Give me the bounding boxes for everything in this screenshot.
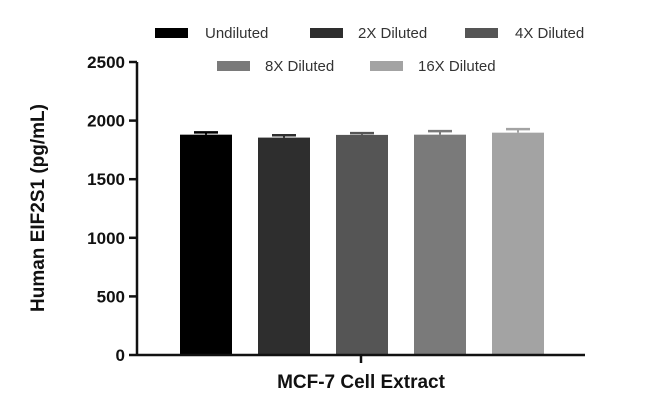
legend-swatch <box>310 28 343 38</box>
legend-swatch <box>155 28 188 38</box>
legend-label: 4X Diluted <box>515 25 584 42</box>
legend-swatch <box>217 61 250 71</box>
y-tick-label: 500 <box>97 287 125 306</box>
x-axis <box>137 353 585 363</box>
legend-swatch <box>465 28 498 38</box>
bar-8x-diluted <box>414 134 466 355</box>
y-tick-label: 1000 <box>87 229 125 248</box>
bars <box>180 127 544 355</box>
legend: Undiluted 2X Diluted 4X Diluted 8X Diluted 1… <box>155 25 584 75</box>
y-tick-label: 0 <box>116 346 125 365</box>
legend-label: 2X Diluted <box>358 25 427 42</box>
x-axis-title: MCF-7 Cell Extract <box>277 372 446 393</box>
legend-label: Undiluted <box>205 25 268 42</box>
legend-label: 8X Diluted <box>265 58 334 75</box>
y-tick-label: 1500 <box>87 170 125 189</box>
bar-16x-diluted <box>492 132 544 355</box>
y-tick-label: 2500 <box>87 53 125 72</box>
bar-2x-diluted <box>258 137 310 355</box>
y-axis-title: Human EIF2S1 (pg/mL) <box>28 104 49 312</box>
bar-undiluted <box>180 134 232 355</box>
legend-label: 16X Diluted <box>418 58 496 75</box>
legend-swatch <box>370 61 403 71</box>
bar-4x-diluted <box>336 134 388 355</box>
y-tick-label: 2000 <box>87 112 125 131</box>
y-axis: 0 500 1000 1500 2000 2500 <box>87 53 139 365</box>
